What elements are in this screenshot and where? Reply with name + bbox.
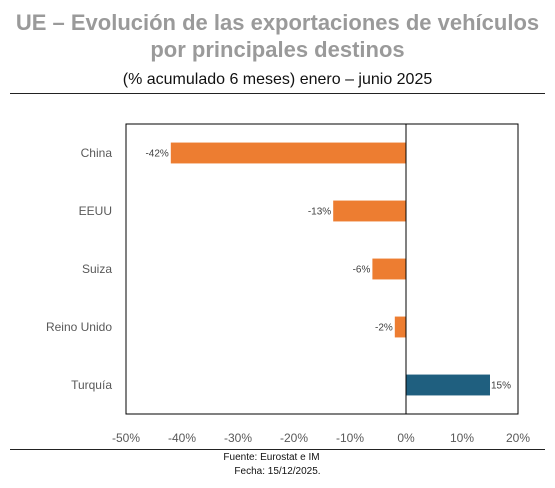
- category-label: Suiza: [82, 262, 112, 276]
- data-label: -13%: [308, 207, 331, 218]
- x-tick-label: 0%: [397, 431, 415, 445]
- plot-frame: [125, 123, 519, 415]
- chart-title-line-2: por principales destinos: [150, 37, 405, 62]
- data-label: -42%: [145, 149, 168, 160]
- x-tick-label: 20%: [506, 431, 530, 445]
- bar-suiza: [372, 258, 406, 280]
- date-note: Fecha: 15/12/2025.: [234, 466, 321, 477]
- category-label: Reino Unido: [46, 320, 112, 334]
- x-tick-label: -20%: [280, 431, 308, 445]
- bottom-divider: [10, 449, 545, 450]
- category-label: EEUU: [79, 204, 112, 218]
- data-label: -6%: [353, 265, 371, 276]
- data-label: 15%: [491, 381, 511, 392]
- data-labels-layer: -42% -13% -6% -2% 15%: [145, 149, 511, 392]
- data-label: -2%: [375, 323, 393, 334]
- x-tick-label: 10%: [450, 431, 474, 445]
- top-divider: [10, 93, 545, 94]
- category-label: Turquía: [71, 378, 112, 392]
- bars-layer: [170, 142, 490, 396]
- x-tick-label: -10%: [336, 431, 364, 445]
- category-labels-layer: China EEUU Suiza Reino Unido Turquía: [46, 146, 112, 392]
- chart-title-line-1: UE – Evolución de las exportaciones de v…: [15, 10, 540, 35]
- source-note: Fuente: Eurostat e IM: [223, 452, 320, 463]
- x-tick-label: -50%: [112, 431, 140, 445]
- bar-turquía: [406, 374, 490, 396]
- bar-china: [170, 142, 406, 164]
- category-label: China: [81, 146, 113, 160]
- x-tick-labels-layer: -50% -40% -30% -20% -10% 0% 10% 20%: [112, 431, 530, 445]
- x-tick-label: -40%: [168, 431, 196, 445]
- bar-reino-unido: [394, 316, 406, 338]
- x-tick-label: -30%: [224, 431, 252, 445]
- bar-eeuu: [333, 200, 406, 222]
- chart-subtitle: (% acumulado 6 meses) enero – junio 2025: [122, 71, 433, 88]
